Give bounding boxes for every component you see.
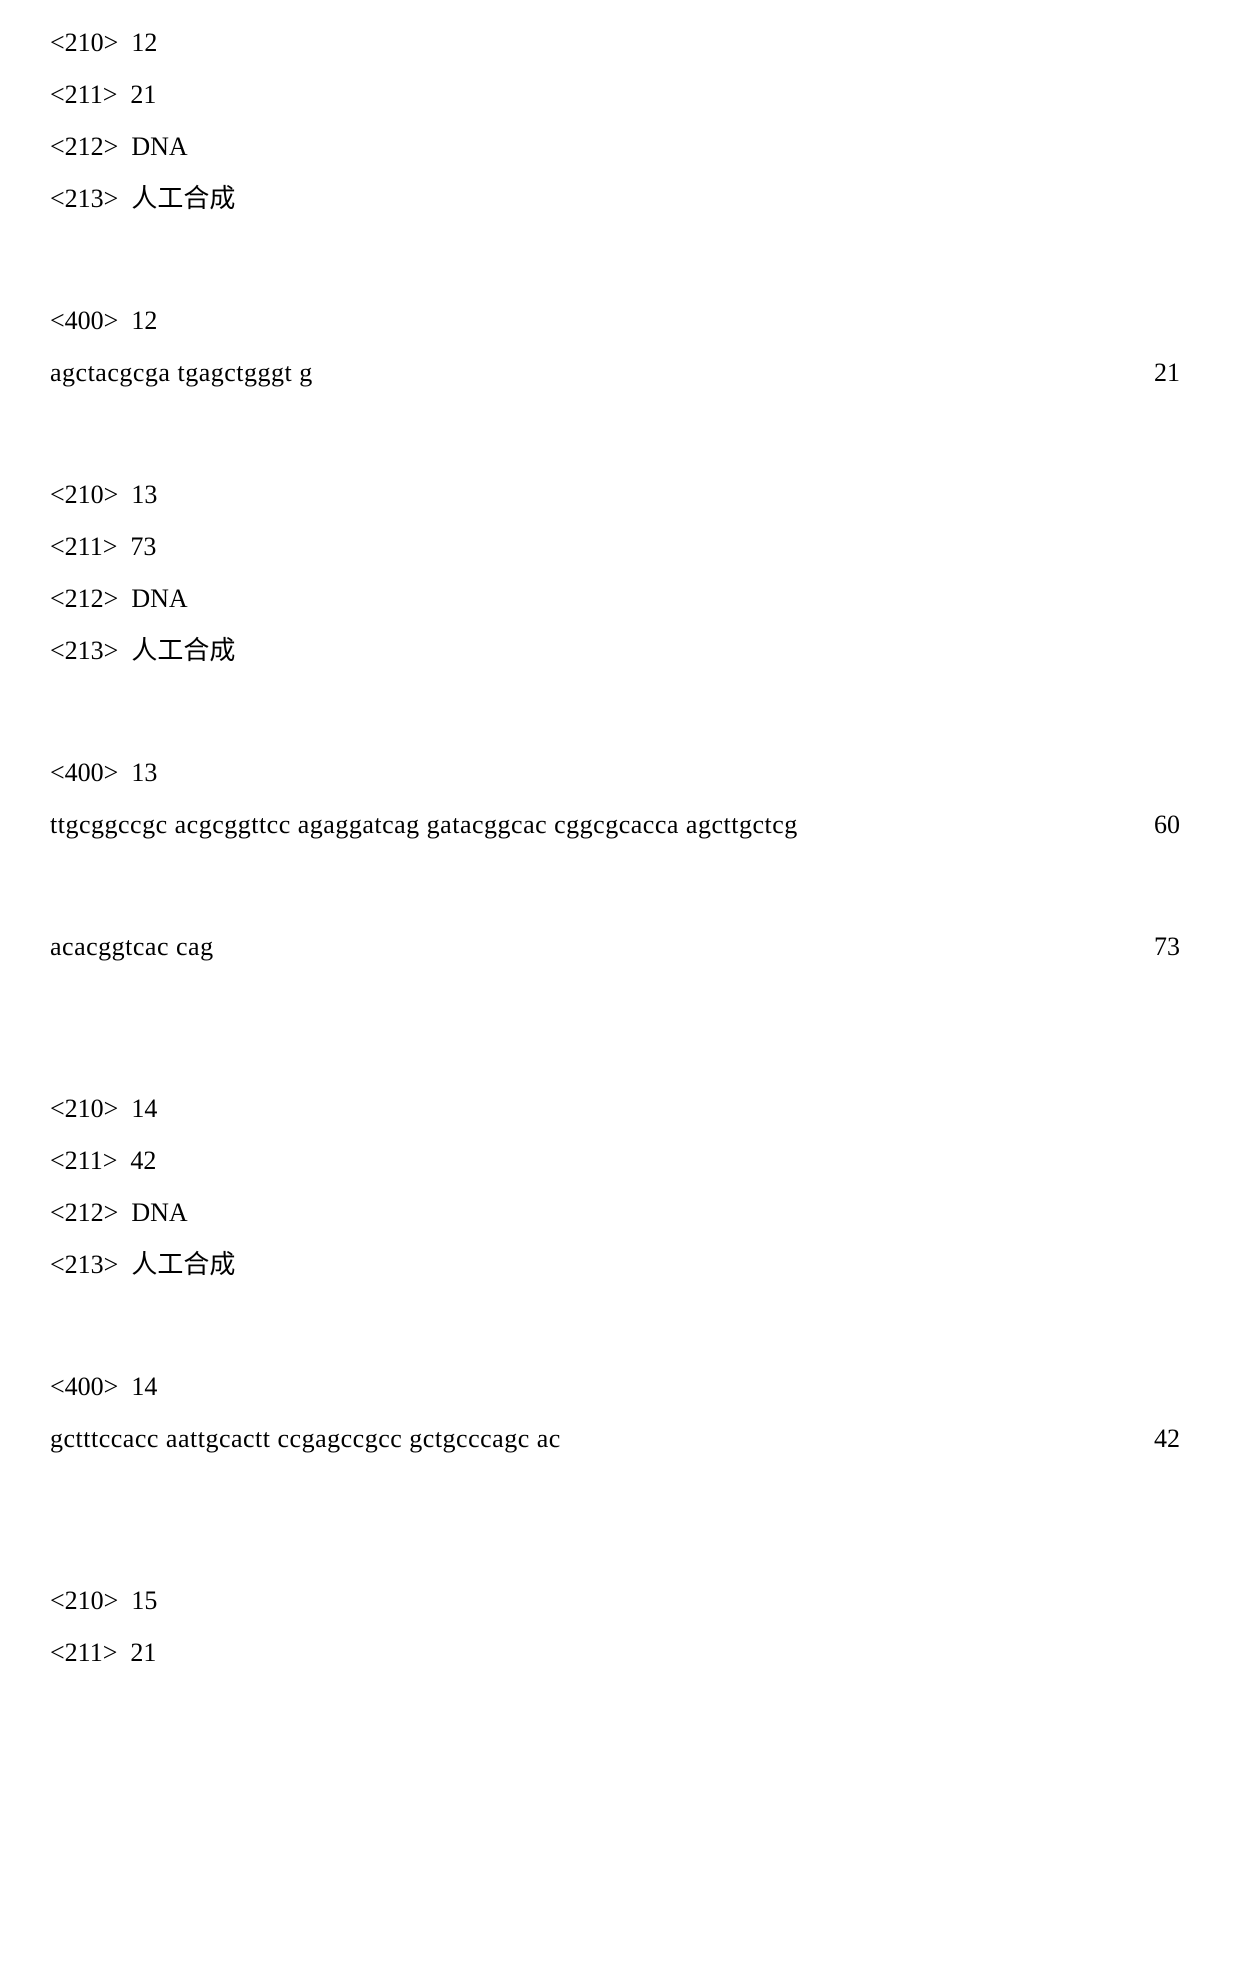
val-213: 人工合成 [131, 636, 235, 665]
header-line: <210> 13 [50, 482, 1190, 508]
tag-212: <212> [50, 584, 118, 613]
val-213: 人工合成 [131, 184, 235, 213]
seqtag-line: <400> 12 [50, 308, 1190, 334]
val-210: 13 [131, 480, 157, 509]
spacer [50, 986, 1190, 1096]
val-213: 人工合成 [131, 1250, 235, 1279]
tag-213: <213> [50, 184, 118, 213]
val-211: 73 [130, 532, 156, 561]
header-line: <211> 42 [50, 1148, 1190, 1174]
val-212: DNA [131, 584, 187, 613]
tag-212: <212> [50, 132, 118, 161]
spacer [50, 690, 1190, 760]
spacer [50, 238, 1190, 308]
tag-210: <210> [50, 1094, 118, 1123]
tag-210: <210> [50, 1586, 118, 1615]
tag-212: <212> [50, 1198, 118, 1227]
tag-400: <400> [50, 758, 118, 787]
header-line: <212> DNA [50, 586, 1190, 612]
header-line: <211> 21 [50, 1640, 1190, 1666]
val-211: 21 [130, 1638, 156, 1667]
val-210: 14 [131, 1094, 157, 1123]
tag-210: <210> [50, 28, 118, 57]
header-line: <212> DNA [50, 1200, 1190, 1226]
sequence-row: ttgcggccgc acgcggttcc agaggatcag gatacgg… [50, 812, 1190, 838]
spacer [50, 412, 1190, 482]
header-line: <213> 人工合成 [50, 638, 1190, 664]
sequence-row: acacggtcac cag 73 [50, 934, 1190, 960]
val-212: DNA [131, 1198, 187, 1227]
spacer [50, 1304, 1190, 1374]
tag-210: <210> [50, 480, 118, 509]
val-210: 12 [131, 28, 157, 57]
header-line: <210> 15 [50, 1588, 1190, 1614]
val-211: 42 [130, 1146, 156, 1175]
val-211: 21 [130, 80, 156, 109]
sequence-text: gctttccacc aattgcactt ccgagccgcc gctgccc… [50, 1426, 561, 1452]
tag-211: <211> [50, 1146, 117, 1175]
tag-211: <211> [50, 80, 117, 109]
tag-400: <400> [50, 1372, 118, 1401]
sequence-text: ttgcggccgc acgcggttcc agaggatcag gatacgg… [50, 812, 798, 838]
sequence-text: acacggtcac cag [50, 934, 214, 960]
header-line: <210> 14 [50, 1096, 1190, 1122]
tag-211: <211> [50, 532, 117, 561]
val-400: 14 [131, 1372, 157, 1401]
header-line: <210> 12 [50, 30, 1190, 56]
val-212: DNA [131, 132, 187, 161]
spacer [50, 864, 1190, 934]
header-line: <211> 73 [50, 534, 1190, 560]
val-210: 15 [131, 1586, 157, 1615]
sequence-text: agctacgcga tgagctgggt g [50, 360, 313, 386]
val-400: 12 [131, 306, 157, 335]
sequence-count: 21 [1154, 360, 1180, 386]
tag-400: <400> [50, 306, 118, 335]
header-line: <213> 人工合成 [50, 186, 1190, 212]
tag-211: <211> [50, 1638, 117, 1667]
val-400: 13 [131, 758, 157, 787]
sequence-count: 73 [1154, 934, 1180, 960]
spacer [50, 1478, 1190, 1588]
header-line: <213> 人工合成 [50, 1252, 1190, 1278]
sequence-count: 42 [1154, 1426, 1180, 1452]
header-line: <211> 21 [50, 82, 1190, 108]
seqtag-line: <400> 13 [50, 760, 1190, 786]
tag-213: <213> [50, 636, 118, 665]
seqtag-line: <400> 14 [50, 1374, 1190, 1400]
header-line: <212> DNA [50, 134, 1190, 160]
sequence-count: 60 [1154, 812, 1180, 838]
sequence-row: gctttccacc aattgcactt ccgagccgcc gctgccc… [50, 1426, 1190, 1452]
sequence-row: agctacgcga tgagctgggt g 21 [50, 360, 1190, 386]
tag-213: <213> [50, 1250, 118, 1279]
